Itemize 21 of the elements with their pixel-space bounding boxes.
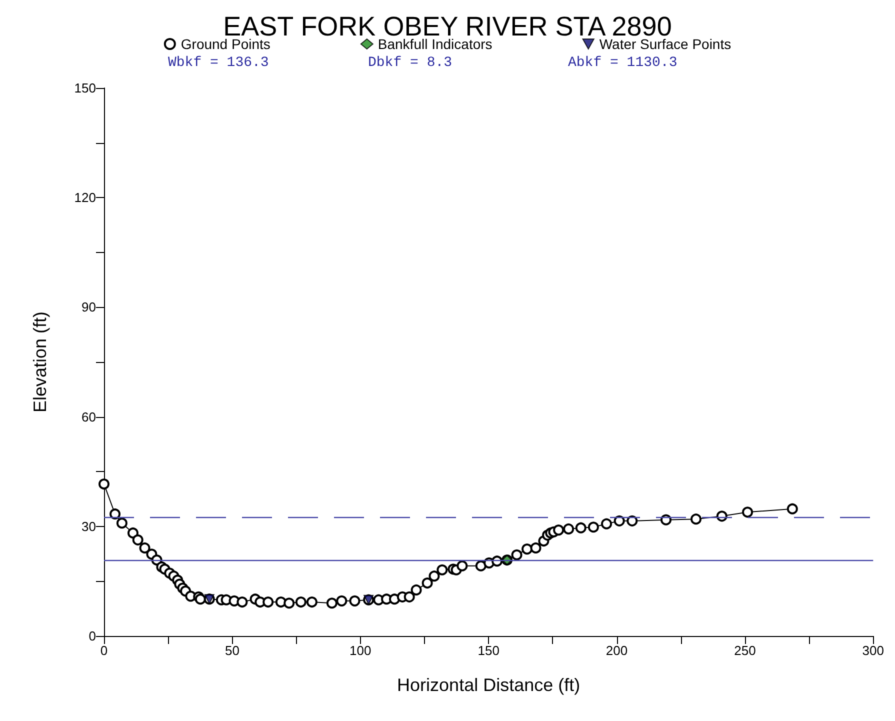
x-axis-title: Horizontal Distance (ft) — [397, 675, 580, 695]
x-tick-label: 0 — [100, 643, 108, 658]
legend-label: Water Surface Points — [599, 36, 732, 52]
text: Dbkf = 8.3 — [368, 55, 452, 71]
y-tick-label: 150 — [74, 80, 96, 96]
legend-label: Bankfull Indicators — [378, 36, 492, 52]
y-axis-title: Elevation (ft) — [30, 311, 50, 413]
y-tick-label: 90 — [82, 300, 96, 315]
text: Wbkf = 136.3 — [168, 55, 269, 71]
y-tick-label: 60 — [82, 409, 96, 424]
legend-label: Ground Points — [180, 36, 270, 52]
x-tick-label: 150 — [478, 643, 500, 658]
y-tick-label: 0 — [88, 628, 96, 644]
x-tick-label: 300 — [862, 643, 884, 658]
y-tick-label: 30 — [82, 518, 96, 534]
x-tick-label: 50 — [224, 643, 240, 658]
x-tick-label: 250 — [734, 643, 756, 658]
x-tick-label: 200 — [606, 643, 628, 658]
y-tick-label: 120 — [74, 190, 96, 206]
x-tick-label: 100 — [350, 643, 372, 658]
text: Abkf = 1130.3 — [568, 55, 678, 71]
